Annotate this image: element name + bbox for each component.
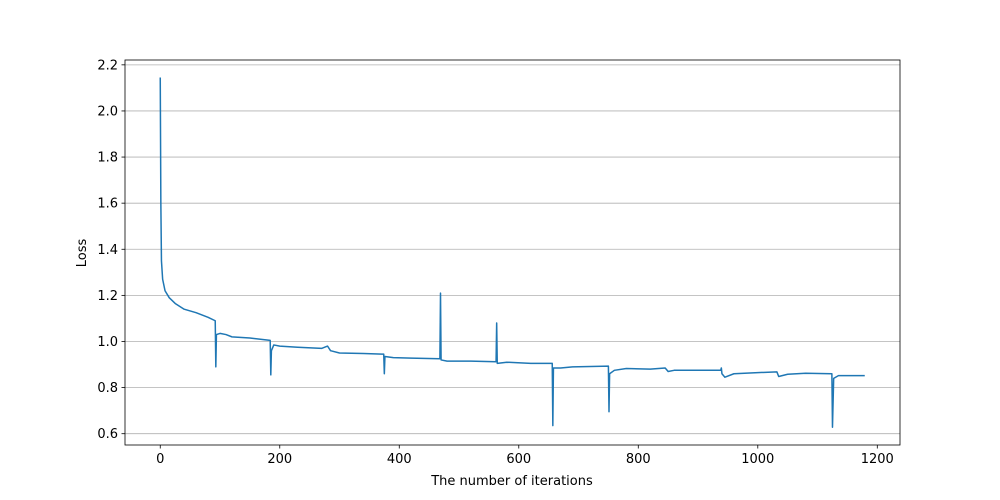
y-tick-label: 1.6 [97, 197, 118, 212]
x-tick-label: 0 [156, 452, 164, 467]
y-axis-label: Loss [75, 239, 90, 268]
y-tick-label: 1.4 [97, 243, 118, 258]
x-tick-label: 400 [387, 452, 412, 467]
x-tick-label: 1200 [861, 452, 894, 467]
x-tick-label: 1000 [741, 452, 774, 467]
x-tick-label: 200 [267, 452, 292, 467]
x-axis-label: The number of iterations [430, 474, 593, 489]
y-tick-label: 0.6 [97, 427, 118, 442]
axes-frame [124, 59, 901, 446]
loss-line [159, 77, 865, 428]
y-tick-label: 2.2 [97, 58, 118, 73]
y-tick-label: 0.8 [97, 381, 118, 396]
x-tick-label: 600 [506, 452, 531, 467]
y-tick-label: 1.8 [97, 151, 118, 166]
x-tick-label: 800 [626, 452, 651, 467]
y-tick-label: 1.2 [97, 289, 118, 304]
y-tick-label: 1.0 [97, 335, 118, 350]
y-tick-label: 2.0 [97, 104, 118, 119]
